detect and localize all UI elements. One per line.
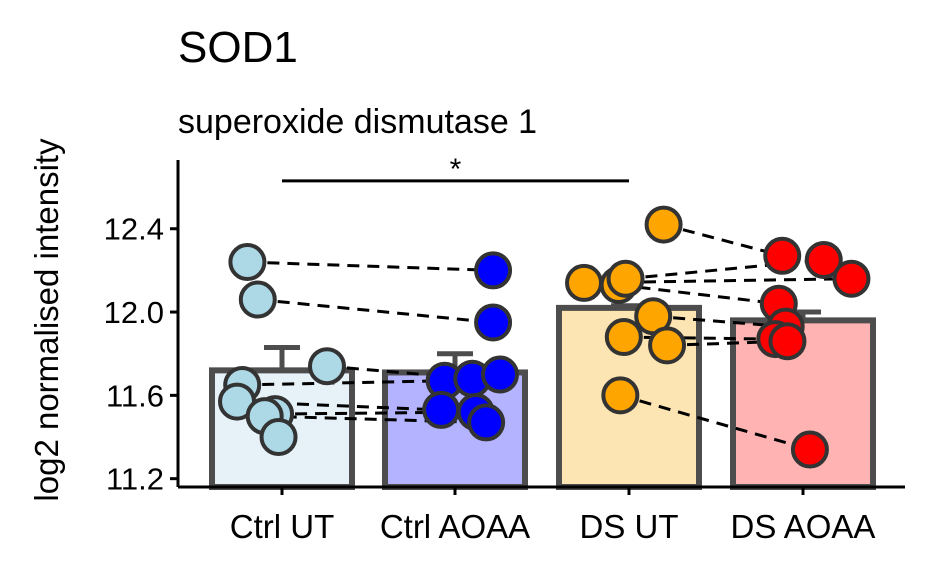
data-point xyxy=(768,322,807,361)
pair-line xyxy=(257,298,494,324)
data-point xyxy=(644,205,683,244)
data-point xyxy=(307,347,346,386)
data-point xyxy=(565,263,604,302)
points-layer xyxy=(218,205,871,469)
pair-line xyxy=(618,283,779,306)
chart-title: SOD1 xyxy=(178,23,298,72)
pair-line xyxy=(663,223,783,258)
pair-line xyxy=(242,379,445,387)
data-point xyxy=(604,318,643,357)
data-point xyxy=(422,390,461,429)
data-point xyxy=(467,403,506,442)
significance-label: * xyxy=(450,153,462,186)
data-point xyxy=(259,418,298,457)
y-tick-label: 12.4 xyxy=(104,212,164,247)
data-point xyxy=(480,355,519,394)
x-tick-label: Ctrl UT xyxy=(230,508,334,545)
data-point xyxy=(228,243,267,282)
pair-line xyxy=(619,393,811,451)
significance-layer: * xyxy=(282,153,629,186)
x-tick-label: DS UT xyxy=(580,508,679,545)
data-point xyxy=(238,280,277,319)
pair-line xyxy=(236,400,442,412)
y-axis-label: log2 normalised intensity xyxy=(28,138,65,502)
data-point xyxy=(804,240,843,279)
x-tick-label: DS AOAA xyxy=(731,508,876,545)
data-point xyxy=(601,376,640,415)
data-point xyxy=(790,430,829,469)
data-point xyxy=(474,251,513,290)
axes-layer: 11.2 11.6 12.0 12.4 Ctrl UT Ctrl AOAA DS UT DS … xyxy=(104,160,905,545)
y-tick-label: 11.6 xyxy=(106,378,164,413)
data-point xyxy=(606,259,645,298)
data-point xyxy=(474,303,513,342)
chart-subtitle: superoxide dismutase 1 xyxy=(178,103,537,141)
data-point xyxy=(648,326,687,365)
data-point xyxy=(763,236,802,275)
data-point xyxy=(832,259,871,298)
y-tick-label: 11.2 xyxy=(106,462,164,497)
pair-line xyxy=(247,260,494,272)
y-tick-label: 12.0 xyxy=(104,295,164,330)
x-tick-label: Ctrl AOAA xyxy=(380,508,530,545)
pair-line xyxy=(623,335,776,341)
